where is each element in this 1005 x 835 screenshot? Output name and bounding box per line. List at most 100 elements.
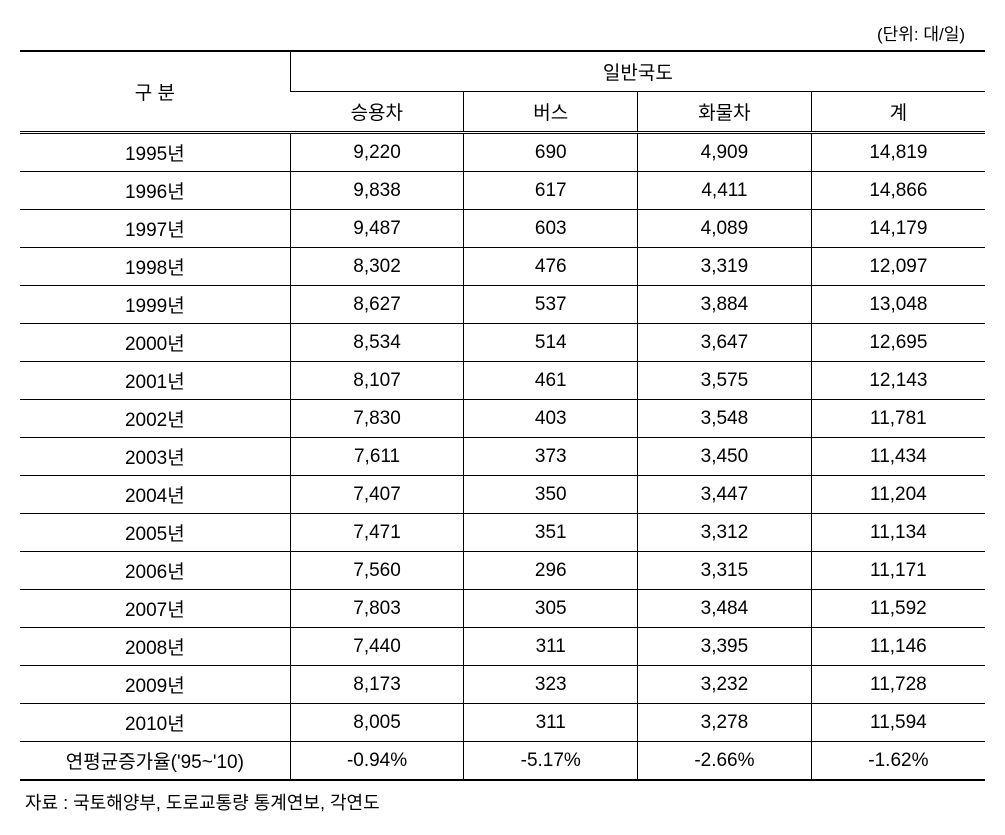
- cell-bus: 323: [464, 666, 638, 704]
- cell-year: 연평균증가율('95~'10): [20, 742, 290, 781]
- cell-bus: 403: [464, 400, 638, 438]
- table-row: 2009년8,1733233,23211,728: [20, 666, 985, 704]
- cell-truck: 3,647: [638, 324, 812, 362]
- cell-car: 9,220: [290, 133, 464, 172]
- unit-label: (단위: 대/일): [20, 20, 985, 45]
- cell-bus: 476: [464, 248, 638, 286]
- cell-bus: -5.17%: [464, 742, 638, 781]
- cell-bus: 351: [464, 514, 638, 552]
- cell-bus: 461: [464, 362, 638, 400]
- source-citation: 자료 : 국토해양부, 도로교통량 통계연보, 각연도: [20, 789, 985, 815]
- cell-year: 2009년: [20, 666, 290, 704]
- table-row: 연평균증가율('95~'10)-0.94%-5.17%-2.66%-1.62%: [20, 742, 985, 781]
- cell-car: 8,005: [290, 704, 464, 742]
- cell-total: 11,781: [811, 400, 985, 438]
- cell-truck: 4,909: [638, 133, 812, 172]
- cell-year: 2001년: [20, 362, 290, 400]
- table-header: 구 분 일반국도 승용차 버스 화물차 계: [20, 51, 985, 133]
- cell-bus: 514: [464, 324, 638, 362]
- table-row: 2003년7,6113733,45011,434: [20, 438, 985, 476]
- cell-year: 1996년: [20, 172, 290, 210]
- cell-truck: 3,232: [638, 666, 812, 704]
- cell-car: 7,471: [290, 514, 464, 552]
- table-row: 1995년9,2206904,90914,819: [20, 133, 985, 172]
- cell-truck: 3,312: [638, 514, 812, 552]
- cell-bus: 311: [464, 704, 638, 742]
- header-col-total: 계: [811, 92, 985, 133]
- cell-bus: 305: [464, 590, 638, 628]
- header-category: 구 분: [20, 51, 290, 133]
- cell-total: 12,097: [811, 248, 985, 286]
- traffic-data-table: 구 분 일반국도 승용차 버스 화물차 계 1995년9,2206904,909…: [20, 50, 985, 781]
- table-row: 2006년7,5602963,31511,171: [20, 552, 985, 590]
- table-body: 1995년9,2206904,90914,8191996년9,8386174,4…: [20, 133, 985, 781]
- cell-year: 1995년: [20, 133, 290, 172]
- cell-total: 12,143: [811, 362, 985, 400]
- table-row: 1999년8,6275373,88413,048: [20, 286, 985, 324]
- cell-car: 8,173: [290, 666, 464, 704]
- cell-car: 7,407: [290, 476, 464, 514]
- header-main-group: 일반국도: [290, 51, 985, 92]
- cell-total: 14,179: [811, 210, 985, 248]
- cell-total: 14,866: [811, 172, 985, 210]
- table-row: 2000년8,5345143,64712,695: [20, 324, 985, 362]
- cell-truck: 3,884: [638, 286, 812, 324]
- cell-year: 2000년: [20, 324, 290, 362]
- cell-year: 1999년: [20, 286, 290, 324]
- cell-total: 11,592: [811, 590, 985, 628]
- cell-year: 2007년: [20, 590, 290, 628]
- cell-car: 8,302: [290, 248, 464, 286]
- cell-total: 11,134: [811, 514, 985, 552]
- cell-car: 8,107: [290, 362, 464, 400]
- header-col-bus: 버스: [464, 92, 638, 133]
- cell-total: 12,695: [811, 324, 985, 362]
- table-row: 2007년7,8033053,48411,592: [20, 590, 985, 628]
- cell-truck: 3,484: [638, 590, 812, 628]
- header-col-truck: 화물차: [638, 92, 812, 133]
- table-row: 2010년8,0053113,27811,594: [20, 704, 985, 742]
- cell-year: 2003년: [20, 438, 290, 476]
- cell-total: 11,434: [811, 438, 985, 476]
- cell-year: 2008년: [20, 628, 290, 666]
- table-row: 1996년9,8386174,41114,866: [20, 172, 985, 210]
- cell-truck: 3,278: [638, 704, 812, 742]
- table-row: 1998년8,3024763,31912,097: [20, 248, 985, 286]
- cell-car: 9,487: [290, 210, 464, 248]
- table-row: 1997년9,4876034,08914,179: [20, 210, 985, 248]
- cell-year: 2005년: [20, 514, 290, 552]
- cell-total: 11,728: [811, 666, 985, 704]
- cell-total: 11,594: [811, 704, 985, 742]
- cell-truck: 3,447: [638, 476, 812, 514]
- cell-truck: -2.66%: [638, 742, 812, 781]
- cell-car: 8,627: [290, 286, 464, 324]
- cell-total: 11,146: [811, 628, 985, 666]
- cell-car: 7,560: [290, 552, 464, 590]
- cell-total: 11,204: [811, 476, 985, 514]
- cell-year: 2006년: [20, 552, 290, 590]
- cell-car: 7,440: [290, 628, 464, 666]
- table-row: 2001년8,1074613,57512,143: [20, 362, 985, 400]
- cell-car: -0.94%: [290, 742, 464, 781]
- table-row: 2002년7,8304033,54811,781: [20, 400, 985, 438]
- cell-year: 2004년: [20, 476, 290, 514]
- cell-truck: 4,411: [638, 172, 812, 210]
- cell-total: 11,171: [811, 552, 985, 590]
- cell-year: 2002년: [20, 400, 290, 438]
- cell-truck: 3,315: [638, 552, 812, 590]
- cell-total: -1.62%: [811, 742, 985, 781]
- cell-total: 14,819: [811, 133, 985, 172]
- cell-car: 7,611: [290, 438, 464, 476]
- cell-car: 7,803: [290, 590, 464, 628]
- cell-year: 2010년: [20, 704, 290, 742]
- table-row: 2008년7,4403113,39511,146: [20, 628, 985, 666]
- cell-bus: 690: [464, 133, 638, 172]
- cell-bus: 537: [464, 286, 638, 324]
- cell-truck: 3,395: [638, 628, 812, 666]
- table-row: 2005년7,4713513,31211,134: [20, 514, 985, 552]
- cell-total: 13,048: [811, 286, 985, 324]
- cell-bus: 350: [464, 476, 638, 514]
- cell-truck: 4,089: [638, 210, 812, 248]
- cell-bus: 311: [464, 628, 638, 666]
- cell-bus: 617: [464, 172, 638, 210]
- cell-car: 7,830: [290, 400, 464, 438]
